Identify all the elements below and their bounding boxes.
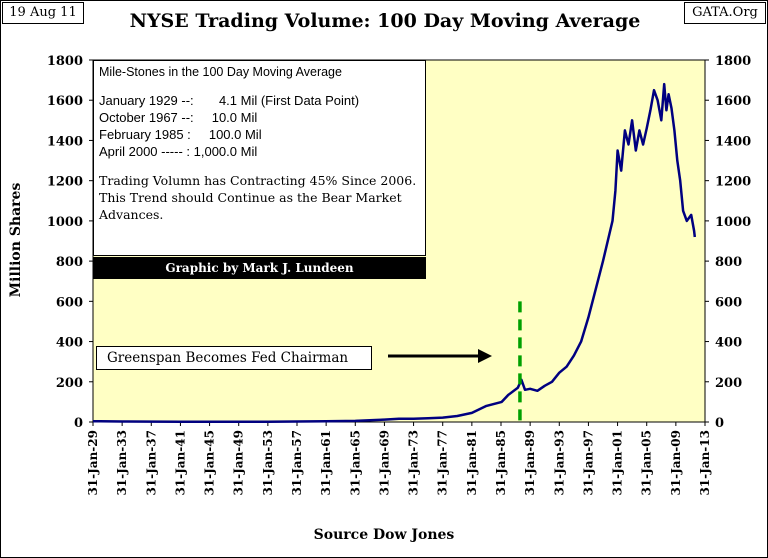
milestone-row: January 1929 --: 4.1 Mil (First Data Poi… — [99, 93, 360, 108]
y-axis-right: 0 200 400 600 800 1000 1200 1400 1600 1800 — [705, 54, 751, 431]
y-tick-label: 1200 — [47, 175, 83, 190]
milestone-row: October 1967 --: 10.0 Mil — [99, 110, 258, 125]
y-tick-label: 1800 — [715, 54, 751, 69]
milestones-note: Trading Volumn has Contracting 45% Since… — [99, 173, 417, 222]
y-axis-label: Million Shares — [8, 182, 24, 298]
y-tick-label: 1000 — [715, 215, 751, 230]
x-tick-label: 31-Jan-49 — [232, 430, 246, 496]
milestones-box: Mile-Stones in the 100 Day Moving Averag… — [93, 60, 426, 256]
x-tick-label: 31-Jan-69 — [377, 430, 391, 496]
y-tick-label: 1000 — [47, 215, 83, 230]
x-tick-label: 31-Jan-77 — [436, 430, 450, 496]
y-tick-label: 1600 — [47, 94, 83, 109]
annotation-arrow-head — [478, 349, 492, 363]
x-axis: 31-Jan-29 31-Jan-33 31-Jan-37 31-Jan-41 31-J… — [86, 422, 712, 496]
x-tick-label: 31-Jan-85 — [494, 430, 508, 496]
x-tick-label: 31-Jan-53 — [261, 430, 275, 496]
x-tick-label: 31-Jan-57 — [290, 430, 304, 496]
x-tick-label: 31-Jan-05 — [640, 430, 654, 496]
x-tick-label: 31-Jan-41 — [173, 430, 187, 496]
milestone-row: April 2000 ----- : 1,000.0 Mil — [99, 144, 258, 159]
y-tick-label: 400 — [715, 336, 742, 351]
x-tick-label: 31-Jan-65 — [348, 430, 362, 496]
milestone-row: February 1985 : 100.0 Mil — [99, 127, 262, 142]
x-tick-label: 31-Jan-29 — [86, 430, 100, 496]
milestones-heading: Mile-Stones in the 100 Day Moving Averag… — [99, 65, 342, 79]
y-tick-label: 0 — [74, 416, 83, 431]
y-tick-label: 1800 — [47, 54, 83, 69]
y-tick-label: 200 — [715, 376, 742, 391]
x-tick-label: 31-Jan-01 — [611, 430, 625, 496]
y-tick-label: 0 — [715, 416, 724, 431]
greenspan-annotation: Greenspan Becomes Fed Chairman — [96, 346, 372, 370]
x-tick-label: 31-Jan-37 — [144, 430, 158, 496]
chart-title: NYSE Trading Volume: 100 Day Moving Aver… — [129, 10, 641, 32]
credit-banner: Graphic by Mark J. Lundeen — [93, 257, 426, 279]
date-label: 19 Aug 11 — [2, 2, 84, 24]
y-tick-label: 600 — [715, 295, 742, 310]
x-tick-label: 31-Jan-97 — [581, 430, 595, 496]
x-tick-label: 31-Jan-89 — [523, 430, 537, 496]
x-tick-label: 31-Jan-81 — [465, 430, 479, 496]
y-tick-label: 600 — [56, 295, 83, 310]
y-tick-label: 800 — [56, 255, 83, 270]
y-tick-label: 1400 — [47, 134, 83, 149]
y-tick-label: 1400 — [715, 134, 751, 149]
y-tick-label: 400 — [56, 336, 83, 351]
y-tick-label: 800 — [715, 255, 742, 270]
x-axis-label: Source Dow Jones — [313, 527, 455, 543]
x-tick-label: 31-Jan-13 — [698, 430, 712, 496]
x-tick-label: 31-Jan-33 — [115, 430, 129, 496]
y-axis-left: 0 200 400 600 800 1000 1200 1400 1600 1800 — [47, 54, 93, 431]
y-tick-label: 1200 — [715, 175, 751, 190]
y-tick-label: 1600 — [715, 94, 751, 109]
site-label: GATA.Org — [684, 2, 766, 24]
x-tick-label: 31-Jan-61 — [319, 430, 333, 496]
series-line-volume — [92, 82, 697, 424]
x-tick-label: 31-Jan-93 — [552, 430, 566, 496]
x-tick-label: 31-Jan-45 — [203, 430, 217, 496]
x-tick-label: 31-Jan-09 — [669, 430, 683, 496]
x-tick-label: 31-Jan-73 — [407, 430, 421, 496]
y-tick-label: 200 — [56, 376, 83, 391]
